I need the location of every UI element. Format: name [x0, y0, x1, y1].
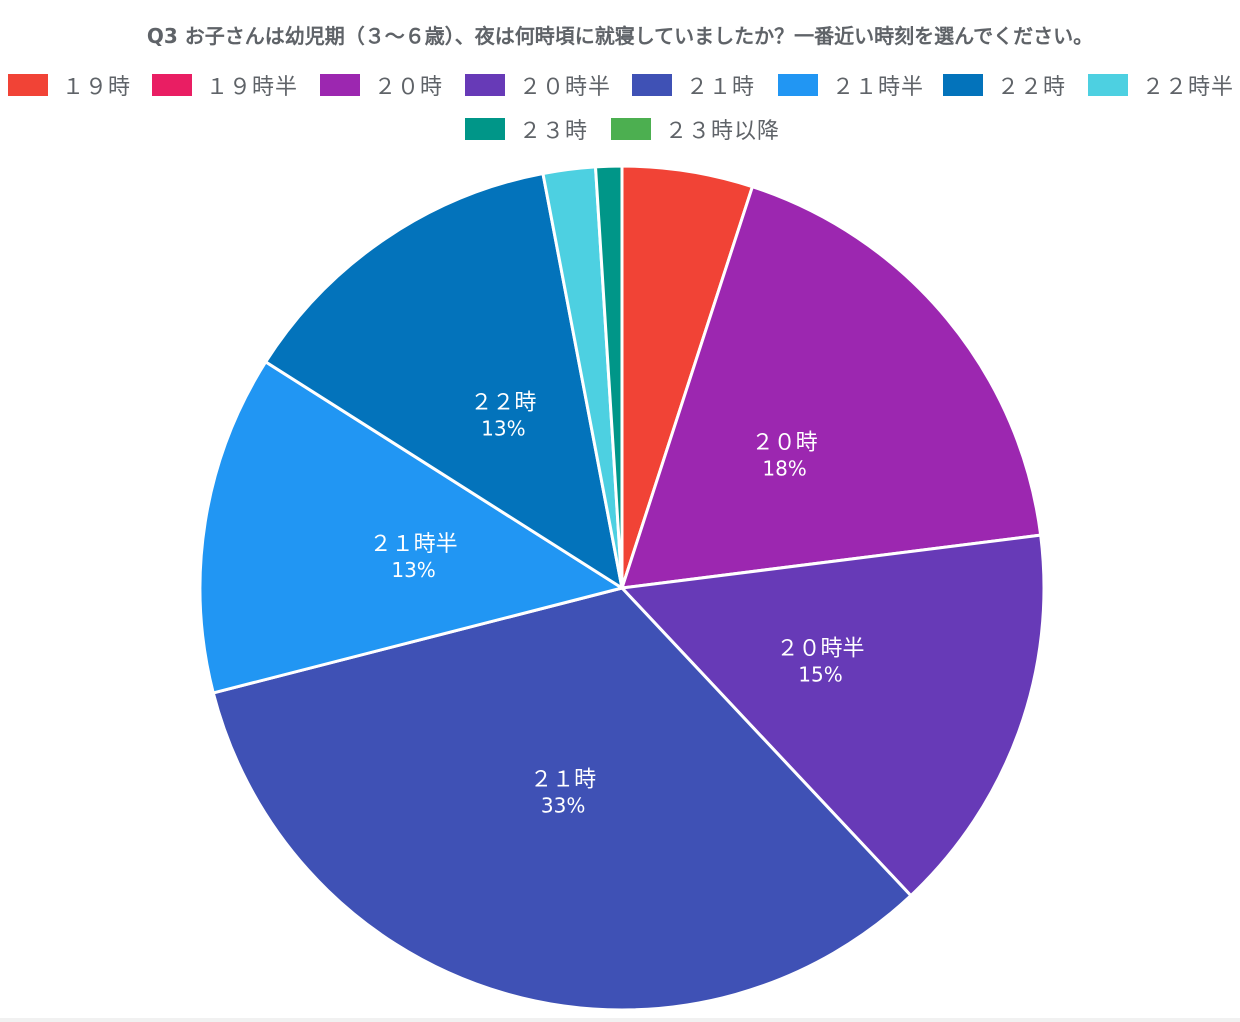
legend-label: ２３時以降: [665, 119, 781, 144]
legend-label: ２０時半: [519, 75, 612, 100]
legend-swatch: [465, 74, 505, 96]
slice-percent: 13%: [481, 416, 525, 440]
legend-label: １９時: [62, 75, 132, 100]
slice-label: ２２時: [470, 390, 536, 415]
legend-swatch: [778, 74, 818, 96]
pie-slice: [618, 533, 1046, 898]
legend-item: ２２時半: [1088, 70, 1234, 100]
legend-label: ２２時半: [1142, 75, 1235, 100]
legend-swatch: [943, 74, 983, 96]
legend-swatch: [632, 74, 672, 96]
slice-label: ２０時: [752, 431, 818, 456]
pie-slice: [593, 164, 624, 589]
legend-swatch: [8, 74, 48, 96]
legend-item: １９時半: [152, 70, 298, 100]
legend-item: ２１時半: [778, 70, 924, 100]
legend-label: ２０時: [374, 75, 444, 100]
legend-swatch: [1088, 74, 1128, 96]
legend-item: ２２時: [943, 70, 1066, 100]
legend-swatch: [152, 74, 192, 96]
legend-swatch: [465, 118, 505, 140]
slice-percent: 13%: [391, 558, 435, 582]
pie-slice: [198, 359, 626, 695]
legend-item: １９時: [8, 70, 131, 100]
legend-label: ２１時半: [832, 75, 925, 100]
slice-percent: 15%: [798, 662, 842, 686]
legend-item: ２３時以降: [611, 114, 780, 144]
legend-item: ２０時半: [465, 70, 611, 100]
pie-slice: [263, 171, 625, 592]
legend-swatch: [611, 118, 651, 140]
legend-item: ２３時: [465, 114, 588, 144]
legend-item: ２０時: [320, 70, 443, 100]
chart-title: Q3 お子さんは幼児期（３〜６歳）、夜は何時頃に就寝していましたか？一番近い時刻…: [146, 24, 1094, 48]
legend-item: ２１時: [632, 70, 755, 100]
slice-label: ２１時半: [370, 532, 458, 557]
slice-percent: 33%: [541, 794, 585, 818]
legend-label: ２３時: [519, 119, 589, 144]
legend-label: １９時半: [206, 75, 299, 100]
bottom-divider: [0, 1018, 1240, 1022]
slice-label: ２１時: [530, 768, 596, 793]
pie-slice: [211, 586, 914, 1012]
legend-label: ２１時: [686, 75, 756, 100]
pie-slice: [619, 184, 1043, 590]
slice-label: ２０時半: [777, 636, 865, 661]
legend-swatch: [320, 74, 360, 96]
legend-label: ２２時: [997, 75, 1067, 100]
slice-percent: 18%: [762, 457, 806, 481]
